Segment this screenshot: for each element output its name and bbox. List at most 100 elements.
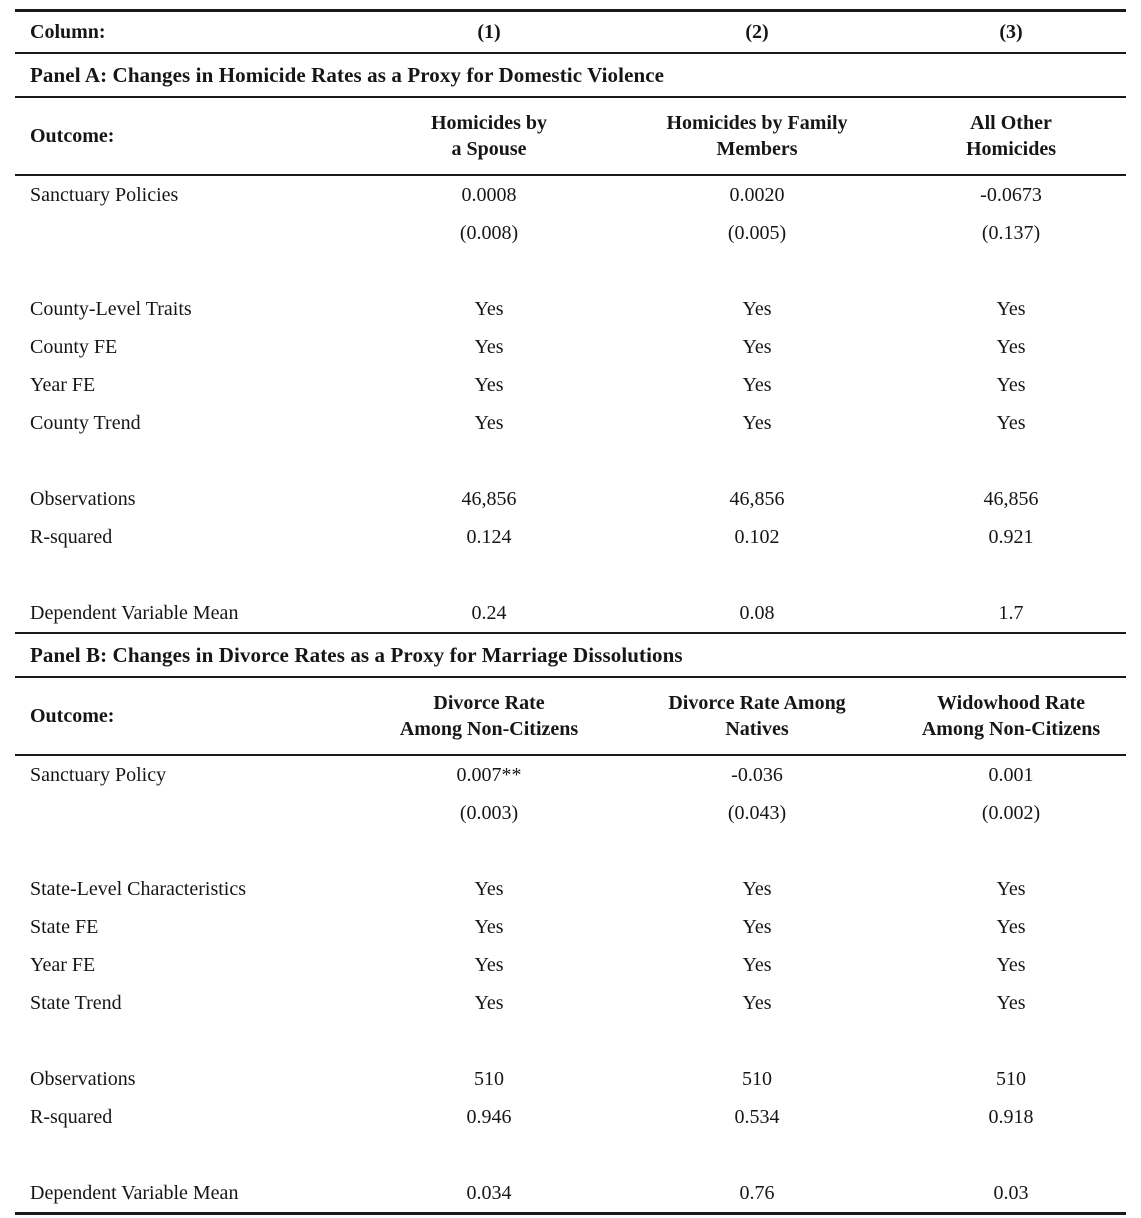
cell-value: 0.034 xyxy=(466,1181,512,1204)
table-row: Dependent Variable Mean 0.24 0.08 1.7 xyxy=(15,594,1126,632)
outcome-column-header: Homicides by Family Members xyxy=(618,110,896,162)
table-row: Year FE Yes Yes Yes xyxy=(15,366,1126,404)
outcome-header-line: Homicides xyxy=(966,138,1056,160)
cell-value: (0.002) xyxy=(981,801,1041,824)
table-row: Dependent Variable Mean 0.034 0.76 0.03 xyxy=(15,1174,1126,1212)
spacer-row xyxy=(15,1022,1126,1060)
panels-container: Panel A: Changes in Homicide Rates as a … xyxy=(15,54,1126,1215)
cell-value: Yes xyxy=(474,915,504,938)
outcome-header-row: Outcome: Homicides by a Spouse Homicides by… xyxy=(15,98,1126,174)
cell-value: 0.102 xyxy=(734,525,780,548)
cell-value: Yes xyxy=(996,335,1026,358)
outcome-header-line: All Other xyxy=(970,112,1052,134)
cell-value: 0.08 xyxy=(739,601,775,624)
row-label: State-Level Characteristics xyxy=(30,877,247,900)
cell-value: Yes xyxy=(474,297,504,320)
table-row: County Trend Yes Yes Yes xyxy=(15,404,1126,442)
table-row: Observations 510 510 510 xyxy=(15,1060,1126,1098)
row-label: R-squared xyxy=(30,525,113,548)
cell-value: 1.7 xyxy=(998,601,1024,624)
outcome-column-header: Homicides by a Spouse xyxy=(360,110,618,162)
cell-value: Yes xyxy=(474,411,504,434)
cell-value: Yes xyxy=(474,373,504,396)
outcome-header-line: Members xyxy=(716,138,798,160)
table-row: R-squared 0.124 0.102 0.921 xyxy=(15,518,1126,556)
rule-below-outcome-header xyxy=(15,174,1126,176)
cell-value: Yes xyxy=(996,877,1026,900)
cell-value: Yes xyxy=(742,877,772,900)
cell-value: (0.137) xyxy=(981,221,1041,244)
column-number-3: (3) xyxy=(999,20,1023,43)
cell-value: 0.03 xyxy=(993,1181,1029,1204)
outcome-header-line: Homicides by xyxy=(430,112,548,134)
rule-below-column-row xyxy=(15,52,1126,54)
cell-value: Yes xyxy=(742,953,772,976)
table-row: State FE Yes Yes Yes xyxy=(15,908,1126,946)
row-label: State Trend xyxy=(30,991,122,1014)
table-row: (0.003) (0.043) (0.002) xyxy=(15,794,1126,832)
outcome-column-header: Widowhood Rate Among Non-Citizens xyxy=(896,690,1126,742)
column-number-2: (2) xyxy=(745,20,769,43)
row-label: Sanctuary Policy xyxy=(30,763,167,786)
outcome-header-line: Divorce Rate xyxy=(433,692,545,714)
bottom-rule xyxy=(15,1212,1126,1215)
panel-title: Panel A: Changes in Homicide Rates as a … xyxy=(30,62,665,87)
cell-value: 0.946 xyxy=(466,1105,512,1128)
outcome-column-header: Divorce Rate Among Non-Citizens xyxy=(360,690,618,742)
outcome-header-line: Among Non-Citizens xyxy=(399,718,579,740)
cell-value: 0.0008 xyxy=(461,183,517,206)
spacer-row xyxy=(15,252,1126,290)
cell-value: Yes xyxy=(474,877,504,900)
row-label: Sanctuary Policies xyxy=(30,183,179,206)
regression-table: Column: (1) (2) (3) Panel A: Changes in … xyxy=(15,9,1126,1215)
outcome-column-header: All Other Homicides xyxy=(896,110,1126,162)
cell-value: 0.124 xyxy=(466,525,512,548)
table-row: County-Level Traits Yes Yes Yes xyxy=(15,290,1126,328)
column-number-1: (1) xyxy=(477,20,501,43)
outcome-header-line: Natives xyxy=(725,718,789,740)
outcome-label: Outcome: xyxy=(30,124,115,147)
cell-value: -0.036 xyxy=(731,763,783,786)
outcome-header-line: a Spouse xyxy=(451,138,527,160)
cell-value: 0.007** xyxy=(456,763,522,786)
cell-value: Yes xyxy=(996,915,1026,938)
cell-value: Yes xyxy=(474,335,504,358)
table-row: Sanctuary Policies 0.0008 0.0020 -0.0673 xyxy=(15,176,1126,214)
outcome-header-line: Homicides by Family xyxy=(666,112,848,134)
table-row: R-squared 0.946 0.534 0.918 xyxy=(15,1098,1126,1136)
spacer-row xyxy=(15,442,1126,480)
outcome-header-line: Divorce Rate Among xyxy=(668,692,846,714)
spacer-row xyxy=(15,1136,1126,1174)
table-row: State Trend Yes Yes Yes xyxy=(15,984,1126,1022)
row-label: State FE xyxy=(30,915,99,938)
cell-value: Yes xyxy=(474,953,504,976)
cell-value: Yes xyxy=(742,335,772,358)
row-label: Observations xyxy=(30,487,136,510)
rule-below-panel-title xyxy=(15,676,1126,678)
row-label: Year FE xyxy=(30,373,96,396)
cell-value: Yes xyxy=(742,411,772,434)
row-label: R-squared xyxy=(30,1105,113,1128)
row-label: County-Level Traits xyxy=(30,297,192,320)
cell-value: 0.0020 xyxy=(729,183,785,206)
cell-value: (0.003) xyxy=(459,801,519,824)
outcome-column-header: Divorce Rate Among Natives xyxy=(618,690,896,742)
outcome-header-line: Widowhood Rate xyxy=(937,692,1085,714)
spacer-row xyxy=(15,832,1126,870)
table-row: Observations 46,856 46,856 46,856 xyxy=(15,480,1126,518)
table-row: Year FE Yes Yes Yes xyxy=(15,946,1126,984)
cell-value: Yes xyxy=(996,297,1026,320)
cell-value: -0.0673 xyxy=(980,183,1042,206)
rule-above-next-panel xyxy=(15,632,1126,634)
outcome-header-line: Among Non-Citizens xyxy=(921,718,1101,740)
cell-value: 0.534 xyxy=(734,1105,780,1128)
cell-value: Yes xyxy=(996,991,1026,1014)
outcome-header-row: Outcome: Divorce Rate Among Non-Citizens Di… xyxy=(15,678,1126,754)
column-number-row: Column: (1) (2) (3) xyxy=(15,12,1126,52)
panel-title: Panel B: Changes in Divorce Rates as a P… xyxy=(30,642,683,667)
cell-value: 46,856 xyxy=(729,487,785,510)
top-rule xyxy=(15,9,1126,12)
table-row: Sanctuary Policy 0.007** -0.036 0.001 xyxy=(15,756,1126,794)
cell-value: Yes xyxy=(742,373,772,396)
cell-value: 46,856 xyxy=(983,487,1039,510)
